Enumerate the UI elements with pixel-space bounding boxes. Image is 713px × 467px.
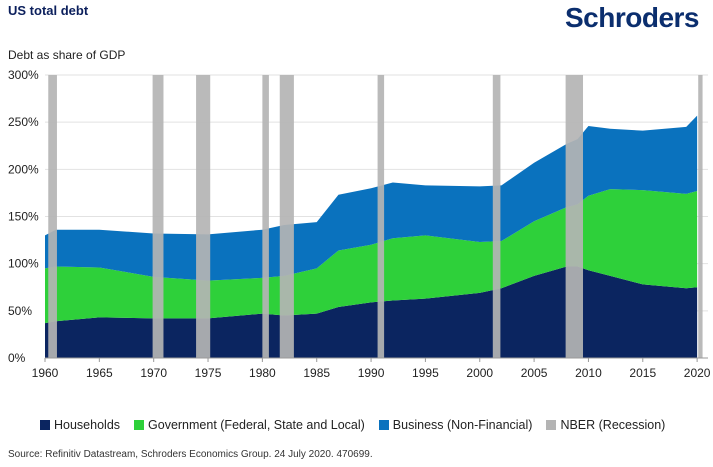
recession-bar — [377, 75, 385, 358]
x-tick-label: 1980 — [249, 366, 276, 380]
legend-label-households: Households — [54, 418, 121, 432]
legend-item-government: Government (Federal, State and Local) — [134, 418, 365, 432]
chart-legend: Households Government (Federal, State an… — [40, 418, 665, 432]
x-tick-label: 1995 — [412, 366, 439, 380]
legend-swatch-business — [378, 420, 389, 430]
legend-item-recession: NBER (Recession) — [546, 418, 665, 432]
x-tick-label: 2010 — [575, 366, 602, 380]
x-tick-label: 2020 — [684, 366, 711, 380]
debt-area-chart: 0% 50% 100% 150% 200% 250% 300% 1960 1965 1970 197… — [8, 68, 711, 380]
x-tick-label: 2005 — [521, 366, 548, 380]
recession-bar — [48, 75, 57, 358]
source-note: Source: Refinitiv Datastream, Schroders … — [8, 449, 373, 460]
recession-bar — [262, 75, 269, 358]
y-tick-label: 150% — [8, 210, 39, 224]
x-tick-label: 1985 — [303, 366, 330, 380]
recession-bar — [196, 75, 211, 358]
x-tick-label: 1965 — [86, 366, 113, 380]
y-tick-label: 300% — [8, 68, 39, 82]
legend-swatch-government — [134, 420, 145, 430]
x-tick-label: 1960 — [32, 366, 59, 380]
y-tick-label: 50% — [8, 304, 32, 318]
recession-bar — [152, 75, 164, 358]
x-tick-label: 1970 — [140, 366, 167, 380]
x-tick-label: 1975 — [195, 366, 222, 380]
chart-title: US total debt — [8, 3, 89, 18]
y-tick-label: 0% — [8, 351, 26, 365]
legend-label-government: Government (Federal, State and Local) — [148, 418, 365, 432]
schroders-logo: Schroders — [565, 2, 700, 33]
y-tick-label: 250% — [8, 115, 39, 129]
legend-swatch-recession — [546, 420, 557, 430]
x-tick-label: 2000 — [466, 366, 493, 380]
y-axis-subtitle: Debt as share of GDP — [8, 48, 126, 62]
legend-item-business: Business (Non-Financial) — [378, 418, 533, 432]
x-tick-label: 2015 — [629, 366, 656, 380]
recession-bar — [698, 75, 703, 358]
y-tick-label: 100% — [8, 257, 39, 271]
legend-label-business: Business (Non-Financial) — [392, 418, 533, 432]
recession-bar — [565, 75, 584, 358]
legend-item-households: Households — [40, 418, 120, 432]
recession-bar — [279, 75, 294, 358]
x-tick-label: 1990 — [358, 366, 385, 380]
y-tick-label: 200% — [8, 162, 39, 176]
legend-swatch-households — [40, 420, 50, 430]
recession-bar — [492, 75, 501, 358]
legend-label-recession: NBER (Recession) — [560, 418, 666, 432]
